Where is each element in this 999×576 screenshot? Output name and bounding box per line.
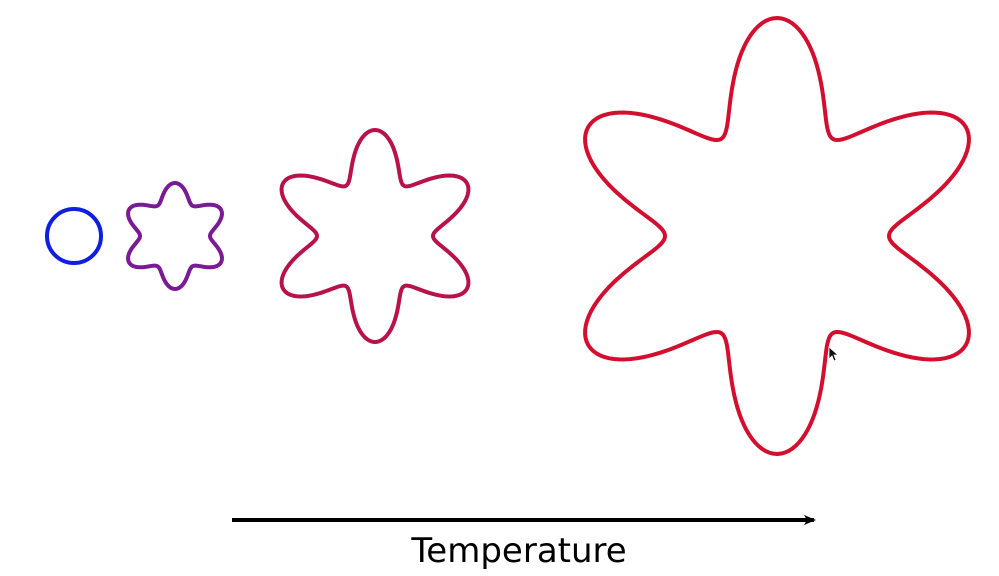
shape-star-large [583, 16, 971, 456]
shape-circle [45, 207, 103, 265]
shape-star-medium [279, 128, 471, 344]
temperature-label: Temperature [410, 531, 626, 571]
mouse-cursor-icon [828, 346, 840, 362]
shape-star-small [126, 181, 224, 291]
shapes-group [45, 16, 971, 456]
